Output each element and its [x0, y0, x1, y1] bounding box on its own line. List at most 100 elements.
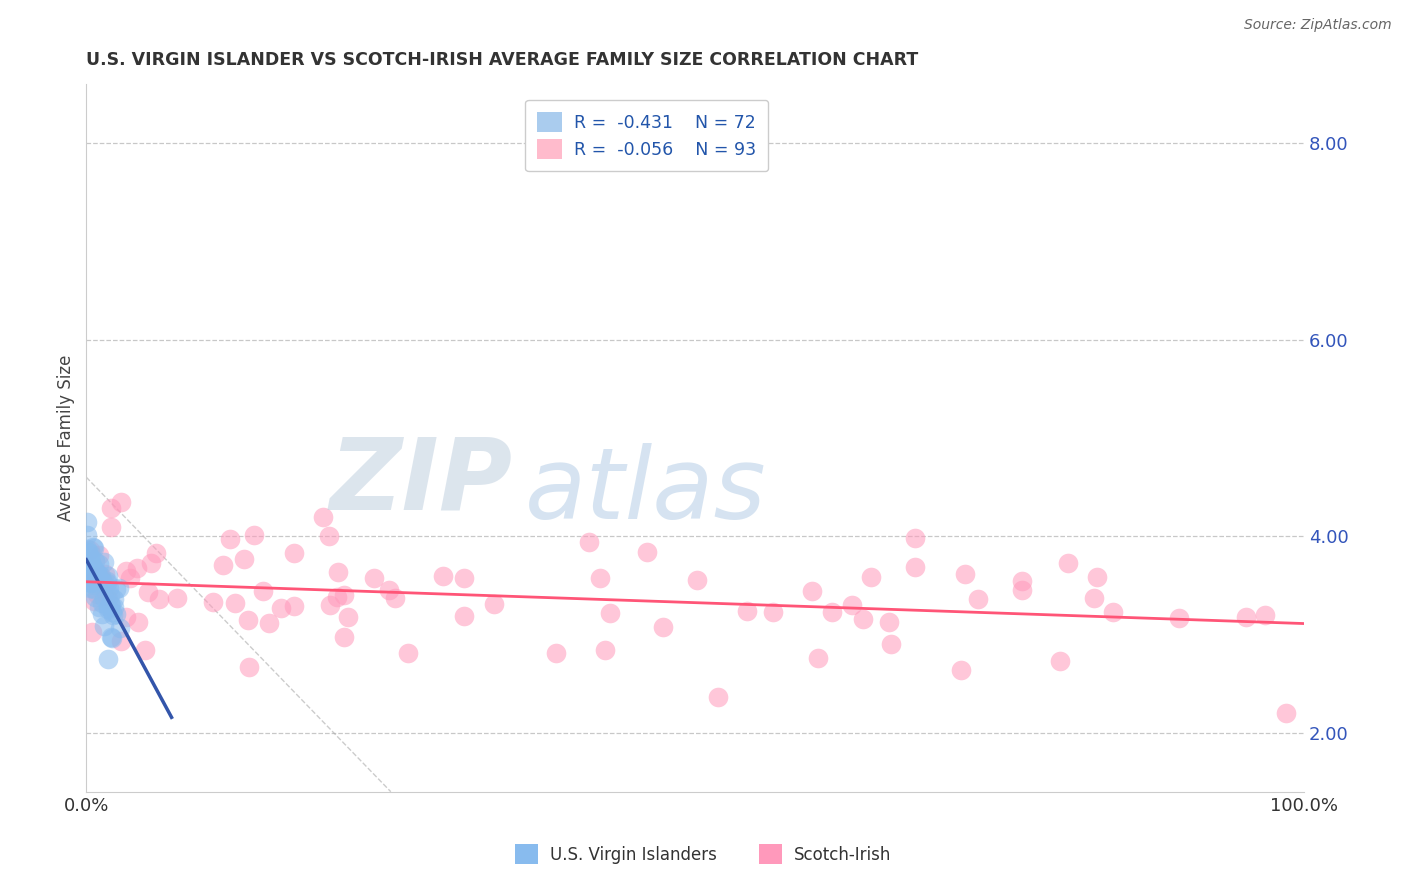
Point [212, 558, 235, 573]
Point [76, 575, 98, 590]
Point [91, 607, 114, 621]
Point [1102, 605, 1125, 619]
Point [84, 553, 107, 567]
Point [544, 646, 567, 660]
Point [953, 566, 976, 581]
Point [108, 622, 131, 636]
Point [100, 598, 122, 612]
Point [238, 660, 260, 674]
Point [87, 568, 110, 582]
Point [100, 588, 122, 602]
Point [79, 566, 101, 580]
Point [166, 591, 188, 605]
Point [859, 570, 882, 584]
Point [1085, 570, 1108, 584]
Point [90, 570, 112, 584]
Point [86, 570, 108, 584]
Point [86, 570, 108, 584]
Point [96, 568, 118, 582]
Point [636, 545, 658, 559]
Point [396, 646, 419, 660]
Point [104, 607, 127, 622]
Point [93, 566, 115, 581]
Point [333, 631, 356, 645]
Point [232, 552, 254, 566]
Point [96, 576, 118, 591]
Point [326, 566, 349, 580]
Point [93, 578, 115, 592]
Text: ZIP: ZIP [329, 434, 513, 531]
Point [852, 612, 875, 626]
Point [108, 581, 131, 595]
Point [80, 575, 103, 590]
Point [79, 547, 101, 561]
Point [593, 642, 616, 657]
Point [110, 495, 132, 509]
Point [76, 558, 98, 573]
Point [333, 588, 356, 602]
Point [319, 599, 342, 613]
Point [139, 556, 162, 570]
Point [706, 690, 728, 704]
Text: U.S. VIRGIN ISLANDER VS SCOTCH-IRISH AVERAGE FAMILY SIZE CORRELATION CHART: U.S. VIRGIN ISLANDER VS SCOTCH-IRISH AVE… [86, 51, 918, 69]
Point [79, 551, 101, 566]
Point [201, 595, 224, 609]
Point [86, 566, 108, 580]
Point [77, 549, 100, 563]
Point [76, 515, 98, 529]
Point [136, 585, 159, 599]
Point [326, 590, 349, 604]
Point [283, 599, 305, 613]
Point [904, 531, 927, 545]
Point [79, 571, 101, 585]
Point [312, 510, 335, 524]
Point [801, 583, 824, 598]
Point [904, 560, 927, 574]
Point [820, 605, 842, 619]
Point [76, 567, 98, 582]
Point [82, 624, 104, 639]
Point [89, 600, 111, 615]
Point [89, 567, 111, 582]
Point [83, 541, 105, 555]
Point [1049, 654, 1071, 668]
Point [82, 558, 104, 572]
Point [90, 596, 112, 610]
Point [83, 578, 105, 592]
Point [336, 610, 359, 624]
Point [101, 608, 124, 623]
Point [105, 582, 128, 596]
Point [1011, 574, 1033, 588]
Point [79, 581, 101, 595]
Point [949, 664, 972, 678]
Text: atlas: atlas [524, 443, 766, 541]
Point [378, 583, 401, 598]
Point [84, 568, 107, 582]
Point [101, 605, 124, 619]
Point [101, 631, 124, 645]
Point [97, 599, 120, 614]
Point [599, 607, 621, 621]
Point [97, 652, 120, 666]
Point [93, 555, 115, 569]
Point [96, 589, 118, 603]
Point [80, 575, 103, 590]
Point [82, 570, 104, 584]
Point [100, 630, 122, 644]
Point [100, 597, 122, 611]
Point [453, 571, 475, 585]
Point [83, 562, 105, 576]
Y-axis label: Average Family Size: Average Family Size [58, 355, 75, 521]
Point [97, 582, 120, 596]
Point [79, 558, 101, 572]
Legend: R =  -0.431    N = 72, R =  -0.056    N = 93: R = -0.431 N = 72, R = -0.056 N = 93 [524, 100, 768, 171]
Point [115, 610, 138, 624]
Point [93, 591, 115, 606]
Point [83, 594, 105, 608]
Point [83, 570, 105, 584]
Point [1275, 706, 1298, 720]
Point [82, 541, 104, 555]
Point [877, 615, 900, 629]
Point [77, 574, 100, 589]
Point [127, 615, 149, 629]
